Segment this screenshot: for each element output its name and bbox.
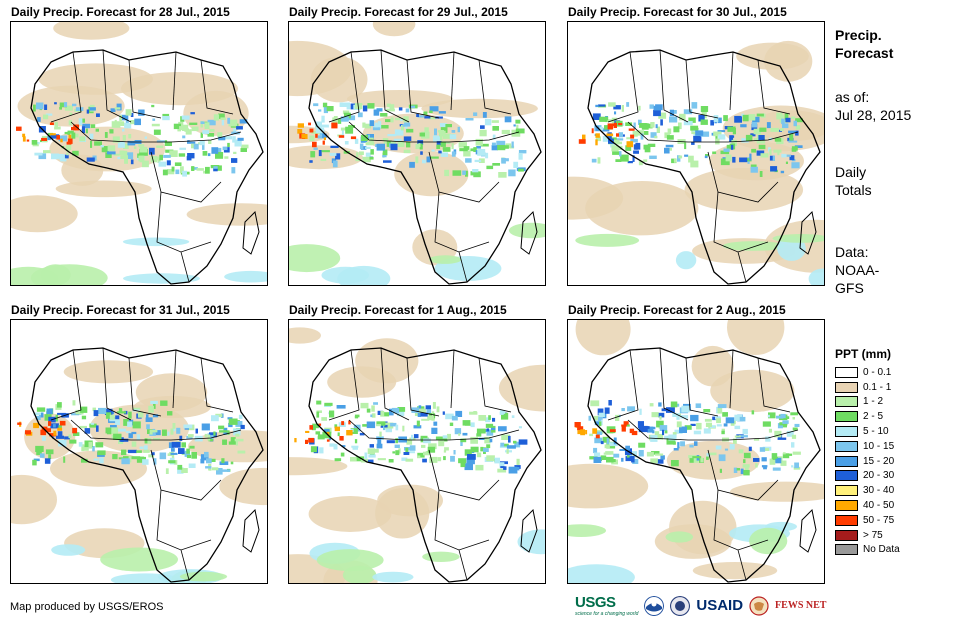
africa-map-svg (568, 320, 824, 583)
side-title-line2: Forecast (835, 45, 894, 61)
legend-swatch (835, 544, 858, 556)
panel-title: Daily Precip. Forecast for 2 Aug., 2015 (568, 303, 786, 317)
panel-title: Daily Precip. Forecast for 1 Aug., 2015 (289, 303, 507, 317)
side-title: Precip. Forecast (835, 26, 893, 62)
usgs-tagline: science for a changing world (575, 611, 639, 617)
legend: PPT (mm) 0 - 0.1 0.1 - 1 1 - 2 2 - 5 5 - 10 1… (835, 347, 960, 557)
legend-swatch (835, 470, 858, 482)
legend-item: 20 - 30 (835, 469, 960, 484)
legend-swatch (835, 500, 858, 512)
legend-label: No Data (863, 544, 900, 556)
forecast-panel-6: Daily Precip. Forecast for 2 Aug., 2015 (567, 300, 837, 588)
legend-label: 0.1 - 1 (863, 381, 892, 393)
legend-swatch (835, 485, 858, 497)
panel-title: Daily Precip. Forecast for 30 Jul., 2015 (568, 5, 787, 19)
precip-map (288, 21, 546, 286)
legend-label: 30 - 40 (863, 485, 895, 497)
data-line2: NOAA- (835, 262, 880, 278)
side-title-line1: Precip. (835, 27, 882, 43)
as-of-date: Jul 28, 2015 (835, 107, 912, 123)
africa-map-svg (11, 347, 267, 583)
dos-seal-icon (670, 595, 691, 616)
panel-title: Daily Precip. Forecast for 28 Jul., 2015 (11, 5, 230, 19)
precip-map (567, 21, 825, 286)
legend-item: No Data (835, 543, 960, 558)
forecast-panel-3: Daily Precip. Forecast for 30 Jul., 2015 (567, 2, 837, 290)
forecast-panel-1: Daily Precip. Forecast for 28 Jul., 2015 (10, 2, 280, 290)
usgs-logo: USGS science for a changing world (575, 594, 638, 617)
legend-label: 40 - 50 (863, 500, 895, 512)
precip-map (10, 319, 268, 584)
legend-swatch (835, 440, 858, 452)
as-of-block: as of: Jul 28, 2015 (835, 88, 911, 124)
legend-item: 0 - 0.1 (835, 365, 960, 380)
legend-item: 50 - 75 (835, 513, 960, 528)
africa-map-svg (289, 327, 545, 583)
legend-label: 0 - 0.1 (863, 366, 892, 378)
legend-label: 2 - 5 (863, 411, 884, 423)
africa-map-svg (289, 22, 545, 285)
legend-item: 10 - 15 (835, 439, 960, 454)
totals-line2: Totals (835, 182, 872, 198)
legend-label: > 75 (863, 529, 883, 541)
panel-title: Daily Precip. Forecast for 29 Jul., 2015 (289, 5, 508, 19)
legend-item: 5 - 10 (835, 424, 960, 439)
legend-title: PPT (mm) (835, 347, 892, 361)
forecast-panel-4: Daily Precip. Forecast for 31 Jul., 2015 (10, 300, 280, 588)
legend-swatch (835, 396, 858, 408)
precip-map (567, 319, 825, 584)
legend-swatch (835, 426, 858, 438)
noaa-logo-icon (644, 595, 665, 616)
legend-swatch (835, 514, 858, 526)
forecast-panel-2: Daily Precip. Forecast for 29 Jul., 2015 (288, 2, 558, 290)
legend-label: 10 - 15 (863, 440, 895, 452)
legend-item: 1 - 2 (835, 395, 960, 410)
fews-net-wordmark: FEWS NET (775, 600, 827, 611)
totals-line1: Daily (835, 164, 867, 180)
africa-map-svg (11, 22, 267, 285)
data-line3: GFS (835, 280, 864, 296)
legend-item: 30 - 40 (835, 483, 960, 498)
legend-label: 5 - 10 (863, 426, 889, 438)
legend-item: 15 - 20 (835, 454, 960, 469)
africa-map-svg (568, 40, 824, 285)
data-source-block: Data: NOAA- GFS (835, 243, 879, 297)
data-line1: Data: (835, 244, 869, 260)
legend-label: 1 - 2 (863, 396, 884, 408)
legend-label: 20 - 30 (863, 470, 895, 482)
legend-item: 40 - 50 (835, 498, 960, 513)
legend-label: 50 - 75 (863, 514, 895, 526)
legend-item: 2 - 5 (835, 409, 960, 424)
footer-credit: Map produced by USGS/EROS (10, 601, 164, 613)
logo-bar: USGS science for a changing world USAID … (575, 594, 826, 617)
legend-swatch (835, 366, 858, 378)
legend-swatch (835, 529, 858, 541)
panel-title: Daily Precip. Forecast for 31 Jul., 2015 (11, 303, 230, 317)
as-of-label: as of: (835, 89, 870, 105)
legend-item: 0.1 - 1 (835, 380, 960, 395)
legend-label: 15 - 20 (863, 455, 895, 467)
legend-swatch (835, 411, 858, 423)
totals-block: Daily Totals (835, 163, 872, 199)
legend-item: > 75 (835, 528, 960, 543)
usgs-wordmark: USGS (575, 594, 616, 611)
fews-globe-icon (749, 595, 769, 616)
usaid-wordmark: USAID (696, 597, 744, 614)
legend-swatch (835, 455, 858, 467)
legend-rows: 0 - 0.1 0.1 - 1 1 - 2 2 - 5 5 - 10 10 - 15 15 … (835, 365, 960, 557)
legend-swatch (835, 381, 858, 393)
precip-map (10, 21, 268, 286)
forecast-panel-5: Daily Precip. Forecast for 1 Aug., 2015 (288, 300, 558, 588)
precip-map (288, 319, 546, 584)
